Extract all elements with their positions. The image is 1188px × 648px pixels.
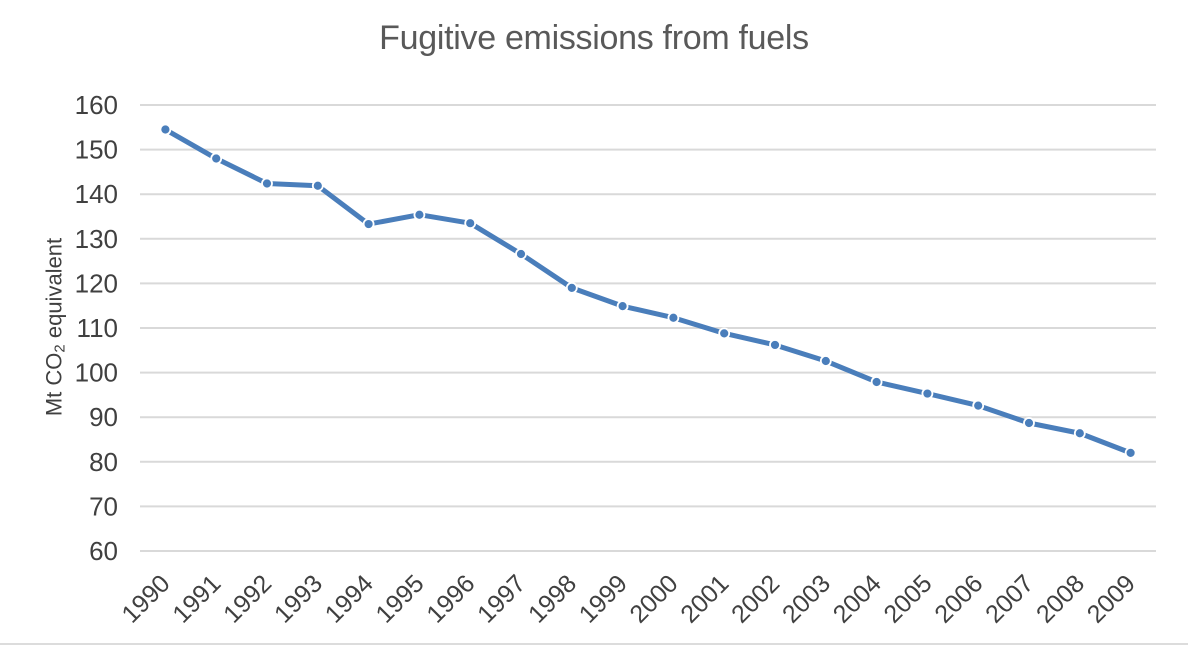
x-tick-label: 2000 xyxy=(625,569,684,628)
data-point-marker xyxy=(464,217,477,230)
y-tick-label: 140 xyxy=(75,179,118,209)
y-tick-label: 150 xyxy=(75,135,118,165)
x-tick-label: 1995 xyxy=(371,569,430,628)
data-point-marker xyxy=(667,311,680,324)
x-tick-label: 1992 xyxy=(218,569,277,628)
x-tick-label: 2006 xyxy=(929,569,988,628)
data-point-marker xyxy=(311,179,324,192)
x-tick-label: 1994 xyxy=(320,569,379,628)
x-tick-label: 1999 xyxy=(574,569,633,628)
x-tick-label: 1997 xyxy=(472,569,531,628)
data-point-marker xyxy=(515,248,527,260)
bottom-divider xyxy=(0,643,1188,645)
x-tick-label: 2004 xyxy=(828,569,887,628)
x-tick-label: 1993 xyxy=(269,569,328,628)
x-tick-label: 2007 xyxy=(980,569,1039,628)
y-tick-label: 110 xyxy=(77,313,118,343)
chart-title: Fugitive emissions from fuels xyxy=(379,19,809,57)
x-tick-label: 1996 xyxy=(421,569,480,628)
x-tick-label: 2008 xyxy=(1031,569,1090,628)
data-point-marker xyxy=(261,177,273,190)
data-point-marker xyxy=(972,399,985,412)
y-tick-label: 130 xyxy=(75,224,118,254)
y-tick-label: 70 xyxy=(89,491,118,521)
data-point-marker xyxy=(769,339,781,351)
data-point-marker xyxy=(362,218,375,230)
data-point-marker xyxy=(1023,417,1035,429)
x-tick-label: 2001 xyxy=(675,569,734,628)
y-tick-label: 90 xyxy=(89,402,118,432)
y-tick-label: 100 xyxy=(75,358,118,388)
data-point-marker xyxy=(870,376,883,388)
x-tick-label: 2003 xyxy=(777,569,836,628)
series-line xyxy=(162,127,1134,456)
y-tick-label: 60 xyxy=(89,536,118,566)
x-tick-label: 2005 xyxy=(879,569,938,628)
x-tick-label: 2009 xyxy=(1082,569,1141,628)
x-tick-label: 2002 xyxy=(726,569,785,628)
data-point-marker xyxy=(413,208,426,221)
y-tick-label: 120 xyxy=(75,268,118,298)
data-point-marker xyxy=(1073,427,1086,440)
data-point-marker xyxy=(921,387,934,400)
x-tick-label: 1990 xyxy=(117,569,176,628)
data-point-marker xyxy=(565,281,578,294)
y-tick-label: 80 xyxy=(89,447,118,477)
y-tick-label: 160 xyxy=(75,90,118,120)
x-tick-label: 1991 xyxy=(167,569,226,628)
data-point-marker xyxy=(1124,446,1137,459)
data-point-marker xyxy=(819,355,832,367)
x-tick-label: 1998 xyxy=(523,569,582,628)
data-point-marker xyxy=(718,327,731,340)
data-point-marker xyxy=(159,123,172,136)
data-point-marker xyxy=(210,152,223,165)
data-point-marker xyxy=(616,300,629,313)
